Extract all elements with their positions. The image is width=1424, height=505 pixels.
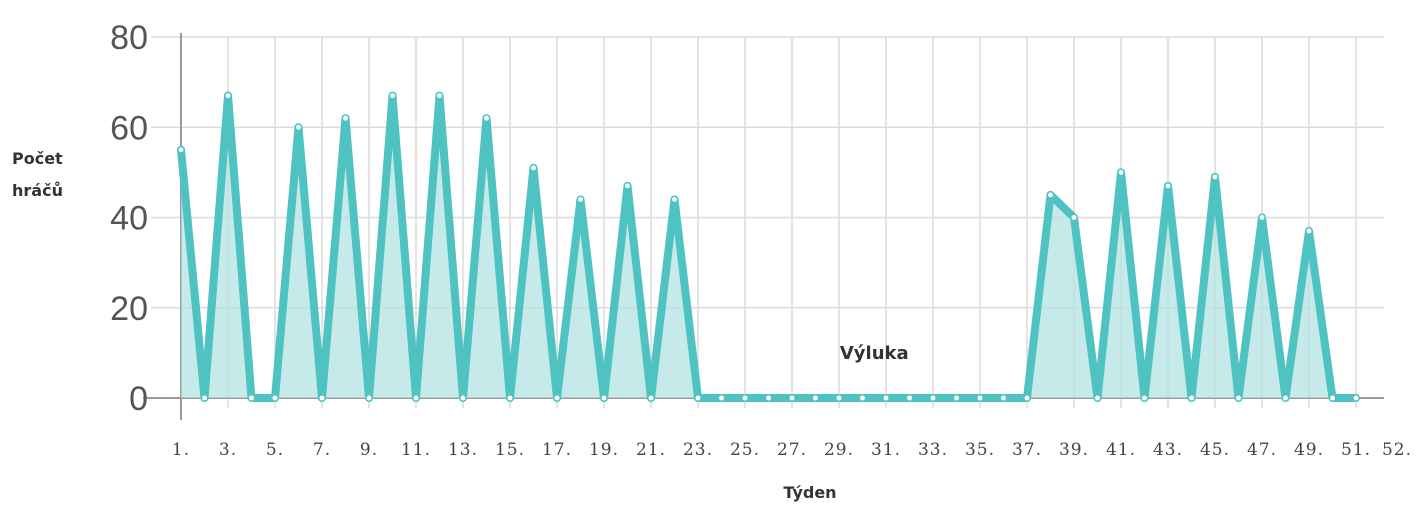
data-point: [435, 91, 444, 100]
data-point: [1140, 394, 1149, 402]
data-point: [1352, 394, 1360, 402]
data-point: [764, 394, 773, 402]
data-point: [811, 394, 820, 402]
data-point: [553, 394, 561, 402]
data-point: [482, 114, 491, 123]
x-tick-label: 23.: [683, 440, 713, 460]
data-point: [1211, 172, 1219, 181]
series-area: [181, 95, 1356, 398]
x-tick-label: 1.: [172, 440, 190, 460]
data-point: [694, 394, 702, 402]
y-tick-label: 20: [110, 290, 148, 328]
data-point: [882, 394, 890, 402]
data-point: [1328, 394, 1337, 402]
data-point: [224, 91, 232, 100]
x-tick-label: 39.: [1059, 440, 1089, 460]
y-axis-title-line-2: hráčů: [12, 181, 63, 200]
x-tick-label: 41.: [1106, 440, 1136, 460]
y-tick-label: 80: [110, 19, 148, 57]
x-tick-label: 9.: [360, 440, 378, 460]
data-point: [459, 394, 467, 402]
data-point: [835, 394, 843, 402]
x-tick-label: 19.: [589, 440, 619, 460]
x-tick-label: 45.: [1200, 440, 1230, 460]
annotation-label: Výluka: [840, 343, 909, 364]
data-point: [788, 394, 796, 402]
x-tick-label: 11.: [401, 440, 431, 460]
x-tick-label: 25.: [730, 440, 760, 460]
data-point: [600, 394, 608, 402]
data-point: [1258, 213, 1266, 222]
y-tick-label: 0: [129, 380, 148, 418]
x-tick-label: 7.: [313, 440, 331, 460]
x-tick-label: 49.: [1294, 440, 1324, 460]
data-point: [1093, 394, 1102, 402]
x-tick-label: 31.: [871, 440, 901, 460]
data-point: [1046, 190, 1055, 199]
x-tick-labels: 1. 3. 5. 7. 9. 11. 13. 15. 17. 19. 21. 23. 25. 27. 29.…: [172, 440, 1412, 460]
data-point: [1023, 394, 1031, 402]
x-tick-label: 52.: [1382, 440, 1412, 460]
data-point: [976, 394, 984, 402]
data-point: [717, 394, 726, 402]
data-point: [247, 394, 256, 402]
series-points: [177, 91, 1360, 402]
data-point: [318, 394, 326, 402]
data-point: [1281, 394, 1290, 402]
x-tick-label: 3.: [219, 440, 237, 460]
data-point: [1187, 394, 1196, 402]
x-tick-label: 33.: [918, 440, 948, 460]
data-point: [905, 394, 914, 402]
x-tick-label: 35.: [965, 440, 995, 460]
data-point: [341, 114, 350, 123]
data-point: [1117, 168, 1125, 177]
x-tick-label: 17.: [542, 440, 572, 460]
x-tick-label: 51.: [1341, 440, 1371, 460]
y-tick-label: 60: [110, 109, 148, 147]
data-point: [623, 181, 632, 190]
data-point: [929, 394, 937, 402]
data-point: [177, 145, 185, 154]
data-point: [741, 394, 749, 402]
data-point: [412, 394, 420, 402]
data-point: [999, 394, 1008, 402]
x-tick-label: 13.: [448, 440, 478, 460]
data-point: [294, 123, 303, 132]
y-axis-title-line-1: Počet: [12, 149, 63, 168]
x-tick-label: 47.: [1247, 440, 1277, 460]
data-point: [200, 394, 209, 402]
data-point: [858, 394, 867, 402]
data-point: [271, 394, 279, 402]
data-point: [576, 195, 585, 204]
x-axis-title: Týden: [783, 483, 836, 502]
data-point: [365, 394, 373, 402]
data-point: [529, 163, 538, 172]
x-tick-label: 43.: [1153, 440, 1183, 460]
x-tick-label: 5.: [266, 440, 284, 460]
series-area-fill: [181, 95, 1356, 398]
data-point: [388, 91, 397, 100]
y-tick-labels: 0 20 40 60 80: [110, 19, 148, 418]
x-tick-label: 29.: [824, 440, 854, 460]
x-tick-label: 15.: [495, 440, 525, 460]
data-point: [1234, 394, 1243, 402]
x-tick-label: 27.: [777, 440, 807, 460]
data-point: [506, 394, 514, 402]
data-point: [1070, 213, 1078, 222]
data-point: [1164, 181, 1172, 190]
x-tick-label: 21.: [636, 440, 666, 460]
y-tick-label: 40: [110, 200, 148, 238]
data-point: [952, 394, 961, 402]
data-point: [1305, 227, 1313, 235]
data-point: [647, 394, 655, 402]
x-tick-label: 37.: [1012, 440, 1042, 460]
data-point: [670, 195, 679, 204]
